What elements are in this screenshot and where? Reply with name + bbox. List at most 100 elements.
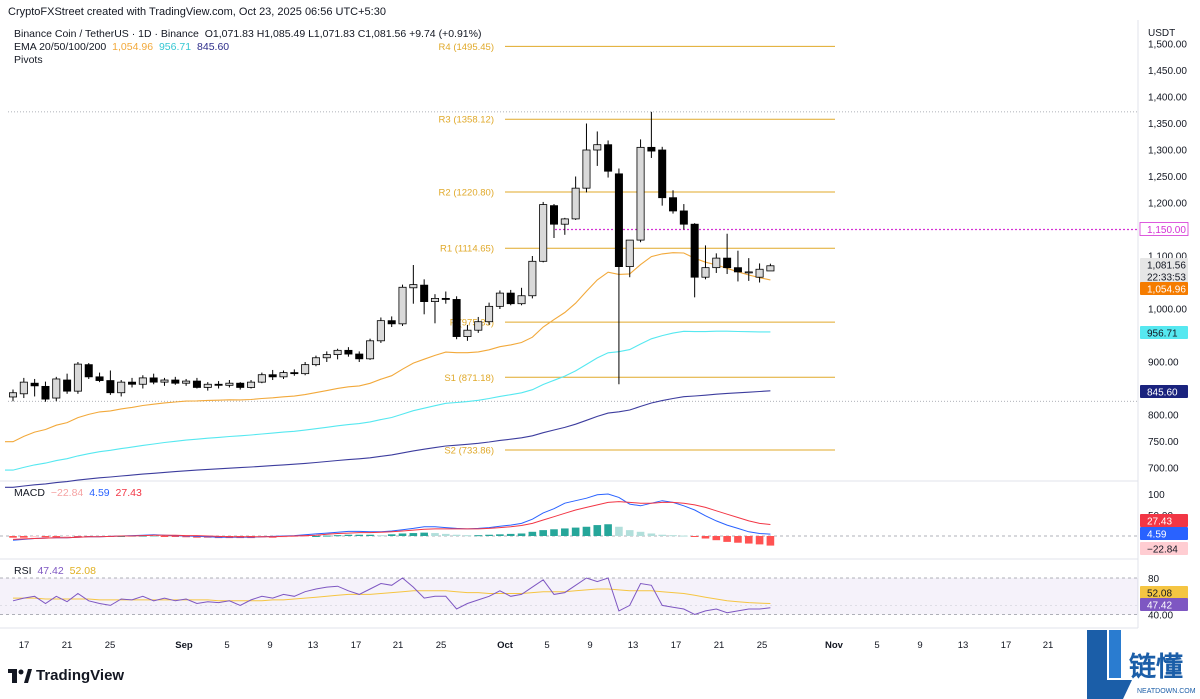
candle-up xyxy=(333,349,342,355)
macd-histogram-bar xyxy=(680,535,688,537)
candle-down xyxy=(290,372,299,375)
price-tick: 700.00 xyxy=(1148,464,1179,475)
macd-histogram-bar xyxy=(582,526,591,536)
axis-unit: USDT xyxy=(1148,28,1175,39)
tag-macd-line-bg xyxy=(1140,527,1188,540)
macd-histogram-bar xyxy=(550,529,558,536)
price-tick: 1,100.00 xyxy=(1148,252,1187,263)
price-tick: 1,000.00 xyxy=(1148,305,1187,316)
macd-histogram-bar xyxy=(431,533,439,536)
macd-histogram-bar xyxy=(20,536,28,538)
macd-histogram-bar xyxy=(561,528,569,536)
pivot-label: R1 (1114.65) xyxy=(440,244,494,255)
candle-down xyxy=(690,223,699,278)
macd-histogram-bar xyxy=(420,532,428,536)
macd-histogram-bar xyxy=(593,525,602,536)
rsi-tick: 40.00 xyxy=(1148,611,1173,622)
candle-up xyxy=(582,149,591,189)
candle-up xyxy=(755,268,764,278)
symbol-name[interactable]: Binance Coin / TetherUS · 1D · Binance xyxy=(14,28,199,40)
candle-up xyxy=(571,187,580,220)
pivot-label: R3 (1358.12) xyxy=(439,115,494,126)
candle-up xyxy=(160,379,169,383)
tag-ema100: 845.60 xyxy=(1147,388,1178,399)
tradingview-logo[interactable]: TradingView xyxy=(8,667,124,684)
macd-histogram-bar xyxy=(658,534,666,536)
macd-histogram-bar xyxy=(301,536,309,537)
time-tick: Nov xyxy=(825,640,844,651)
candle-up xyxy=(528,260,537,297)
macd-signal-value: 27.43 xyxy=(115,487,142,499)
ohlc-values: O1,071.83 H1,085.49 L1,071.83 C1,081.56 … xyxy=(204,28,482,40)
candle-up xyxy=(430,297,439,302)
macd-histogram-bar xyxy=(669,535,677,537)
macd-hist-value: −22.84 xyxy=(50,487,84,499)
macd-histogram-bar xyxy=(452,534,461,536)
candle-down xyxy=(420,284,429,302)
candle-up xyxy=(539,204,548,262)
macd-histogram-bar xyxy=(74,536,82,537)
rsi-ma-value: 52.08 xyxy=(69,565,96,577)
candle-up xyxy=(73,363,82,392)
tag-horizontal-line-bg xyxy=(1140,222,1188,236)
macd-histogram-bar xyxy=(41,536,50,538)
candle-down xyxy=(41,385,50,400)
macd-histogram-bar xyxy=(398,533,407,536)
price-tick: 1,300.00 xyxy=(1148,146,1187,157)
macd-histogram-bar xyxy=(496,534,504,536)
ema20-line xyxy=(5,252,771,443)
tag-ema20: 1,054.96 xyxy=(1147,285,1186,296)
watermark-cn: 链懂 xyxy=(1129,651,1183,682)
candle-up xyxy=(744,271,753,274)
macd-histogram-bar xyxy=(766,536,775,546)
tradingview-icon xyxy=(8,668,32,683)
macd-histogram-bar xyxy=(182,536,190,538)
macd-histogram-bar xyxy=(377,535,385,537)
candle-down xyxy=(106,380,115,394)
macd-histogram-bar xyxy=(701,536,710,539)
macd-histogram-bar xyxy=(517,533,526,536)
candle-up xyxy=(766,265,775,272)
candle-up xyxy=(19,381,28,395)
time-tick: Sep xyxy=(175,640,193,651)
candle-up xyxy=(225,382,234,386)
time-tick: 21 xyxy=(714,640,725,651)
candle-down xyxy=(268,374,277,378)
macd-histogram-bar xyxy=(160,536,169,537)
pivots-label[interactable]: Pivots xyxy=(14,54,43,66)
macd-histogram-bar xyxy=(463,535,472,537)
tag-border xyxy=(1139,222,1189,236)
macd-histogram-bar xyxy=(647,533,656,536)
candle-down xyxy=(679,210,688,225)
candle-up xyxy=(474,321,483,331)
time-tick: 21 xyxy=(393,640,404,651)
macd-histogram-bar xyxy=(604,524,612,536)
candle-up xyxy=(701,267,710,278)
rsi-label[interactable]: RSI xyxy=(14,565,32,577)
pivot-label: S2 (733.86) xyxy=(444,446,494,457)
candle-down xyxy=(214,383,223,386)
candle-up xyxy=(593,144,602,151)
price-tick: 800.00 xyxy=(1148,411,1179,422)
macd-histogram-bar xyxy=(442,533,450,536)
ema-label[interactable]: EMA 20/50/100/200 xyxy=(14,41,107,53)
macd-label[interactable]: MACD xyxy=(14,487,45,499)
macd-histogram-bar xyxy=(712,536,721,541)
macd-histogram-bar xyxy=(744,536,753,544)
time-tick: 5 xyxy=(874,640,879,651)
rsi-ma-line xyxy=(13,588,771,604)
tag-last-price: 1,081.56 xyxy=(1147,261,1186,272)
macd-histogram-bar xyxy=(290,536,299,537)
tag-ema100-bg xyxy=(1140,385,1188,398)
candle-up xyxy=(495,292,504,307)
ema-row: EMA 20/50/100/200 1,054.96 956.71 845.60 xyxy=(14,41,481,54)
macd-histogram-bar xyxy=(355,534,364,536)
time-tick: 5 xyxy=(224,640,229,651)
rsi-legend: RSI 47.42 52.08 xyxy=(14,565,96,577)
tag-horizontal-line: 1,150.00 xyxy=(1147,225,1186,236)
tag-macd-signal-bg xyxy=(1140,514,1188,527)
candle-down xyxy=(84,364,93,378)
tag-rsi-bg xyxy=(1140,598,1188,611)
candle-down xyxy=(550,205,559,225)
